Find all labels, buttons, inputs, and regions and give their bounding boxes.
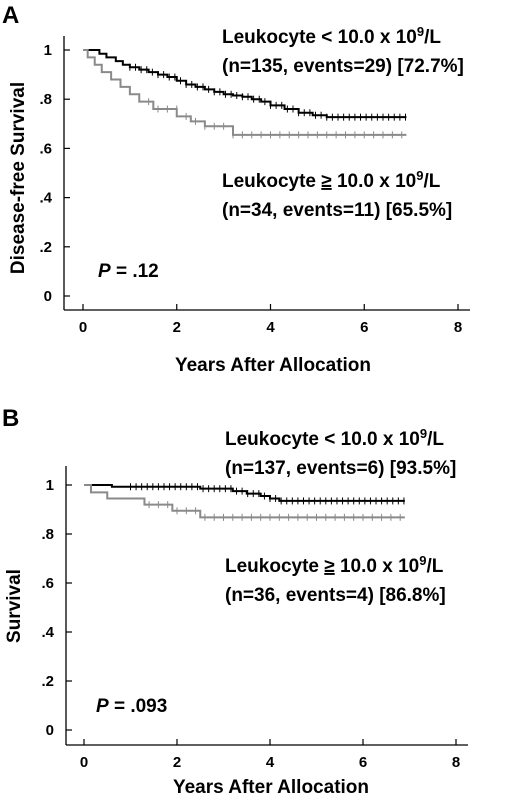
panel-b-censor-marks-low (130, 483, 405, 505)
panel-b-y-tick-label: .8 (41, 526, 54, 543)
panel-a-y-tick-label: .6 (39, 140, 52, 157)
panel-b-y-tick-label: .6 (41, 575, 54, 592)
panel-b-y-tick-label: .4 (41, 624, 54, 641)
panel-a-x-tick-label: 4 (266, 319, 275, 336)
panel-b-x-axis-label: Years After Allocation (173, 777, 369, 798)
panel-a: A Disease-free Survival Years After Allo… (2, 2, 470, 376)
panel-a-legend-high-line2: (n=34, events=11) [65.5%] (222, 200, 452, 221)
panel-b-p-number: = .093 (109, 696, 168, 717)
panel-b-x-tick-label: 0 (80, 754, 88, 771)
panel-b-x-tick-label: 6 (359, 754, 367, 771)
panel-b-censor-marks-high (148, 501, 401, 521)
panel-a-x-tick-label: 0 (79, 319, 87, 336)
panel-b-y-axis-label: Survival (4, 569, 25, 643)
panel-a-letter: A (2, 2, 19, 29)
panel-a-survival-curve-high (83, 49, 407, 136)
panel-a-x-axis-label: Years After Allocation (175, 355, 371, 376)
panel-b-y-tick-label: 1 (46, 477, 54, 494)
panel-a-p-symbol: P (98, 261, 111, 282)
panel-b-legend-high-line2: (n=36, events=4) [86.8%] (225, 585, 446, 606)
panel-a-x-tick-label: 6 (360, 319, 368, 336)
panel-b: B Survival Years After Allocation P = .0… (2, 405, 468, 798)
panel-a-legend-high-line1: Leukocyte ≥ 10.0 x 109/L (222, 168, 441, 192)
panel-b-x-tick-label: 8 (452, 754, 460, 771)
panel-b-legend-high-line1: Leukocyte ≥ 10.0 x 109/L (225, 553, 444, 577)
panel-b-survival-curve-high (84, 484, 405, 519)
panel-b-legend-low-line1: Leukocyte < 10.0 x 109/L (225, 426, 444, 450)
panel-a-x-tick-label: 8 (454, 319, 462, 336)
panel-b-p-symbol: P (96, 696, 109, 717)
panel-a-x-tick-label: 2 (173, 319, 181, 336)
panel-a-censor-marks-low (129, 63, 406, 121)
panel-b-legend-low-line2: (n=137, events=6) [93.5%] (225, 458, 456, 479)
panel-a-y-tick-label: .4 (39, 190, 52, 207)
panel-a-legend-low-line1: Leukocyte < 10.0 x 109/L (222, 24, 441, 48)
panel-a-censor-marks-high (148, 98, 403, 139)
panel-a-y-tick-label: .8 (39, 91, 52, 108)
panel-b-x-tick-label: 2 (173, 754, 181, 771)
panel-a-legend-low-line2: (n=135, events=29) [72.7%] (222, 56, 464, 77)
panel-b-y-tick-label: .2 (41, 673, 54, 690)
panel-a-y-tick-label: .2 (39, 239, 52, 256)
panel-a-y-tick-label: 0 (44, 288, 52, 305)
panel-b-p-value: P = .093 (96, 696, 167, 717)
panel-b-y-tick-label: 0 (46, 722, 54, 739)
panel-b-survival-curve-low (84, 484, 405, 502)
panel-b-letter: B (2, 405, 19, 432)
panel-b-x-tick-label: 4 (266, 754, 275, 771)
panel-a-p-value: P = .12 (98, 261, 159, 282)
panel-a-y-tick-label: 1 (44, 42, 52, 59)
panel-a-y-axis-label: Disease-free Survival (8, 82, 29, 274)
panel-a-p-number: = .12 (111, 261, 159, 282)
